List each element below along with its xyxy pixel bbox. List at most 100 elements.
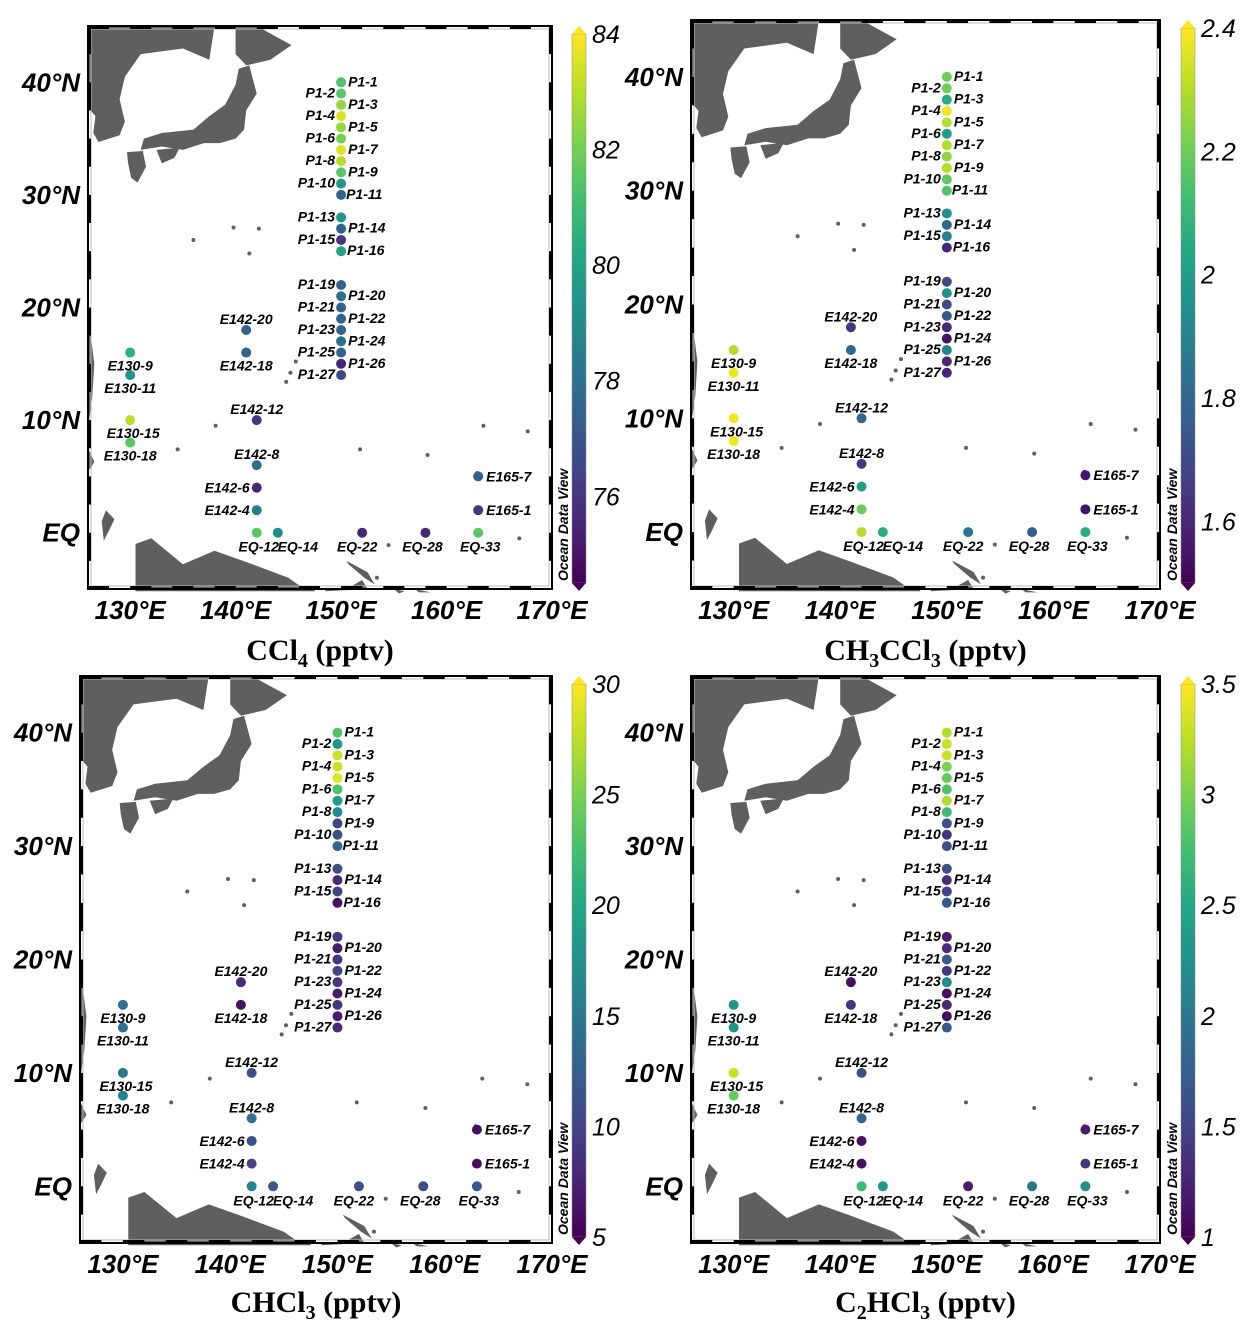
station-point (941, 773, 952, 784)
station-point (336, 144, 347, 155)
station-point (941, 106, 952, 117)
station-point (941, 727, 952, 738)
station-point (941, 886, 952, 897)
panel-title-part: (pptv) (930, 1286, 1016, 1319)
island (481, 423, 486, 428)
lon-tick-label: 150°E (306, 595, 378, 625)
station-label: P1-22 (348, 310, 386, 326)
station-point (941, 322, 952, 333)
station-point (336, 99, 347, 110)
station-point (336, 111, 347, 122)
station-label: P1-16 (953, 894, 991, 910)
station-label: P1-9 (344, 814, 374, 830)
land-polygon (691, 20, 819, 138)
station-label: P1-25 (294, 996, 332, 1012)
island (889, 377, 894, 382)
island (852, 247, 857, 252)
station-label: P1-21 (903, 951, 941, 967)
station-label: E130-18 (707, 446, 760, 462)
colorbar: 5 10 15 20 25 30 Ocean Data View (555, 671, 620, 1252)
lat-tick-label: 20°N (624, 945, 684, 975)
island (517, 536, 522, 541)
land-polygon (101, 510, 115, 541)
lon-tick-label: 150°E (302, 1249, 374, 1279)
lat-tick-label: 40°N (13, 718, 73, 748)
station-point (1027, 527, 1038, 538)
colorbar-top-arrow (572, 676, 586, 684)
island (288, 370, 293, 375)
island (795, 234, 800, 239)
station-point (246, 1113, 257, 1124)
station-label: P1-24 (348, 332, 386, 348)
station-label: P1-6 (306, 130, 336, 146)
colorbar-bottom-arrow (572, 583, 586, 591)
station-point (941, 94, 952, 105)
lon-tick-label: 130°E (87, 1249, 159, 1279)
station-label: E130-11 (708, 378, 760, 394)
station-point (856, 458, 867, 469)
station-label: EQ-33 (459, 1192, 500, 1208)
island (279, 1032, 284, 1037)
island (779, 445, 784, 450)
colorbar-tick-label: 2 (1200, 1003, 1215, 1031)
station-label: E142-12 (225, 1054, 278, 1070)
island (861, 222, 866, 227)
station-label: P1-5 (954, 113, 984, 129)
station-point (336, 178, 347, 189)
station-label: P1-2 (911, 79, 941, 95)
station-label: P1-22 (954, 307, 992, 323)
station-label: E165-7 (1093, 1122, 1139, 1138)
station-label: E165-7 (485, 1122, 531, 1138)
station-label: EQ-14 (883, 1192, 924, 1208)
panel-title-part: (pptv) (308, 634, 394, 667)
station-label: P1-7 (348, 141, 379, 157)
island (992, 1196, 997, 1201)
station-point (473, 505, 484, 516)
station-label: P1-15 (903, 227, 941, 243)
station-label: P1-14 (954, 871, 992, 887)
panel-title-part: 3 (931, 650, 941, 672)
station-point (336, 223, 347, 234)
island (358, 447, 363, 452)
station-label: E142-12 (835, 399, 888, 415)
station-label: EQ-22 (943, 538, 984, 554)
island (1088, 421, 1093, 426)
station-label: EQ-28 (1009, 538, 1050, 554)
station-label: P1-6 (911, 780, 941, 796)
station-point (941, 117, 952, 128)
island (251, 878, 256, 883)
island (284, 379, 289, 384)
station-label: E142-18 (824, 355, 877, 371)
station-label: P1-4 (306, 107, 336, 123)
station-label: E130-15 (710, 1078, 763, 1094)
land-mass (80, 676, 530, 1248)
station-point (1080, 1124, 1091, 1135)
station-point (941, 965, 952, 976)
station-label: P1-13 (903, 204, 941, 220)
station-label: E142-20 (824, 963, 877, 979)
station-label: E142-18 (214, 1010, 267, 1026)
land-polygon (119, 801, 139, 834)
station-point (728, 345, 739, 356)
station-label: P1-1 (348, 73, 378, 89)
station-point (845, 977, 856, 988)
station-label: E130-11 (708, 1033, 760, 1049)
panel-title-part: 3 (869, 650, 879, 672)
station-point (941, 288, 952, 299)
colorbar-tick-label: 30 (592, 671, 620, 699)
island (1124, 1189, 1129, 1194)
station-label: E142-8 (229, 1099, 274, 1115)
lon-tick-label: 150°E (911, 1249, 983, 1279)
station-point (941, 367, 952, 378)
station-label: P1-24 (344, 985, 382, 1001)
station-point (336, 370, 347, 381)
station-label: P1-1 (344, 724, 374, 740)
island (836, 876, 841, 881)
island (289, 1011, 294, 1016)
station-point (336, 347, 347, 358)
land-polygon (739, 537, 921, 592)
station-label: EQ-28 (400, 1192, 441, 1208)
station-label: P1-21 (298, 299, 336, 315)
station-label: E130-15 (99, 1078, 152, 1094)
station-point (336, 358, 347, 369)
